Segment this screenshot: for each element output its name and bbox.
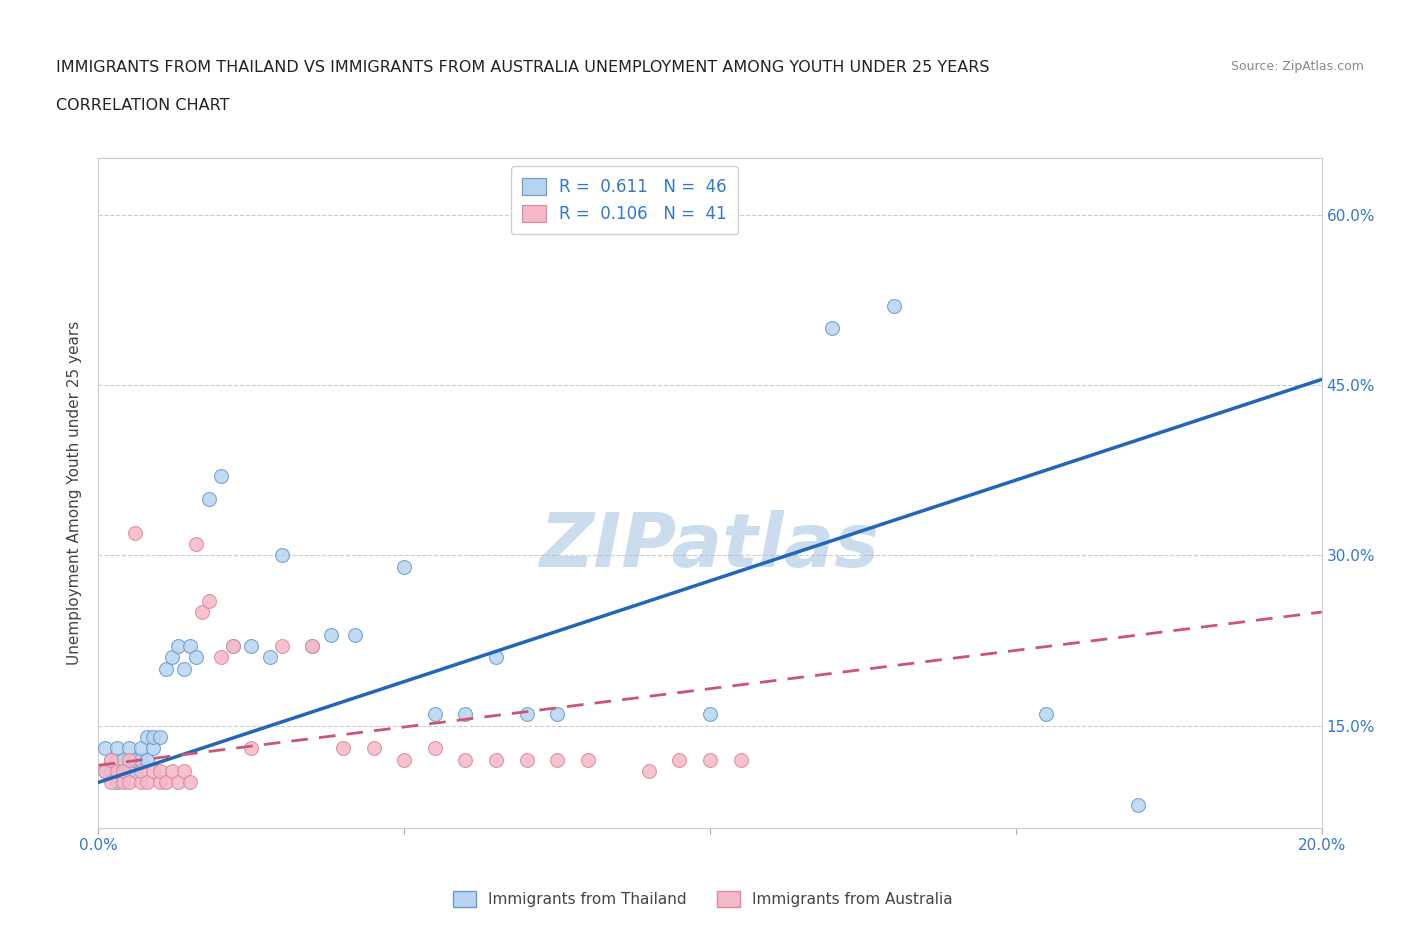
Legend: R =  0.611   N =  46, R =  0.106   N =  41: R = 0.611 N = 46, R = 0.106 N = 41	[510, 166, 738, 234]
Point	[149, 764, 172, 778]
Point	[100, 752, 122, 767]
Legend: Immigrants from Thailand, Immigrants from Australia: Immigrants from Thailand, Immigrants fro…	[447, 884, 959, 913]
Point	[179, 775, 201, 790]
Text: ZIPatlas: ZIPatlas	[540, 510, 880, 583]
Point	[100, 764, 122, 778]
Point	[105, 764, 128, 778]
Point	[100, 752, 122, 767]
Point	[191, 604, 214, 619]
Point	[105, 752, 128, 767]
Point	[1035, 707, 1057, 722]
Point	[160, 764, 183, 778]
Point	[105, 741, 128, 756]
Point	[111, 764, 134, 778]
Point	[124, 525, 146, 540]
Point	[111, 764, 134, 778]
Point	[197, 593, 219, 608]
Point	[142, 729, 165, 744]
Point	[423, 741, 446, 756]
Point	[129, 764, 152, 778]
Point	[173, 661, 195, 676]
Point	[301, 639, 323, 654]
Point	[149, 729, 172, 744]
Point	[105, 775, 128, 790]
Point	[136, 752, 159, 767]
Point	[516, 752, 538, 767]
Text: IMMIGRANTS FROM THAILAND VS IMMIGRANTS FROM AUSTRALIA UNEMPLOYMENT AMONG YOUTH U: IMMIGRANTS FROM THAILAND VS IMMIGRANTS F…	[56, 60, 990, 75]
Point	[167, 639, 190, 654]
Point	[699, 752, 721, 767]
Point	[485, 752, 508, 767]
Point	[1128, 798, 1150, 813]
Point	[319, 628, 342, 643]
Point	[93, 741, 115, 756]
Point	[546, 752, 568, 767]
Point	[392, 752, 416, 767]
Point	[111, 775, 134, 790]
Point	[155, 775, 177, 790]
Point	[118, 764, 141, 778]
Point	[167, 775, 190, 790]
Point	[186, 537, 208, 551]
Point	[546, 707, 568, 722]
Point	[270, 548, 292, 563]
Point	[209, 650, 232, 665]
Point	[730, 752, 752, 767]
Point	[93, 764, 115, 778]
Point	[240, 639, 263, 654]
Point	[576, 752, 599, 767]
Point	[222, 639, 245, 654]
Point	[118, 775, 141, 790]
Point	[136, 729, 159, 744]
Point	[240, 741, 263, 756]
Point	[118, 752, 141, 767]
Text: CORRELATION CHART: CORRELATION CHART	[56, 98, 229, 113]
Point	[155, 661, 177, 676]
Point	[111, 752, 134, 767]
Point	[363, 741, 385, 756]
Point	[668, 752, 690, 767]
Point	[259, 650, 281, 665]
Point	[136, 775, 159, 790]
Point	[149, 775, 172, 790]
Point	[142, 741, 165, 756]
Point	[637, 764, 661, 778]
Point	[301, 639, 323, 654]
Point	[209, 469, 232, 484]
Y-axis label: Unemployment Among Youth under 25 years: Unemployment Among Youth under 25 years	[67, 321, 83, 665]
Point	[186, 650, 208, 665]
Point	[454, 707, 477, 722]
Point	[699, 707, 721, 722]
Point	[392, 559, 416, 574]
Point	[332, 741, 354, 756]
Point	[883, 299, 905, 313]
Point	[270, 639, 292, 654]
Point	[821, 321, 844, 336]
Point	[129, 741, 152, 756]
Point	[124, 764, 146, 778]
Point	[173, 764, 195, 778]
Point	[129, 775, 152, 790]
Point	[160, 650, 183, 665]
Point	[129, 752, 152, 767]
Text: Source: ZipAtlas.com: Source: ZipAtlas.com	[1230, 60, 1364, 73]
Point	[124, 752, 146, 767]
Point	[222, 639, 245, 654]
Point	[179, 639, 201, 654]
Point	[93, 764, 115, 778]
Point	[118, 741, 141, 756]
Point	[485, 650, 508, 665]
Point	[516, 707, 538, 722]
Point	[100, 775, 122, 790]
Point	[197, 491, 219, 506]
Point	[142, 764, 165, 778]
Point	[344, 628, 367, 643]
Point	[454, 752, 477, 767]
Point	[423, 707, 446, 722]
